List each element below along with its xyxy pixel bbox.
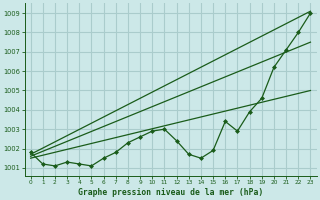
X-axis label: Graphe pression niveau de la mer (hPa): Graphe pression niveau de la mer (hPa)	[78, 188, 263, 197]
